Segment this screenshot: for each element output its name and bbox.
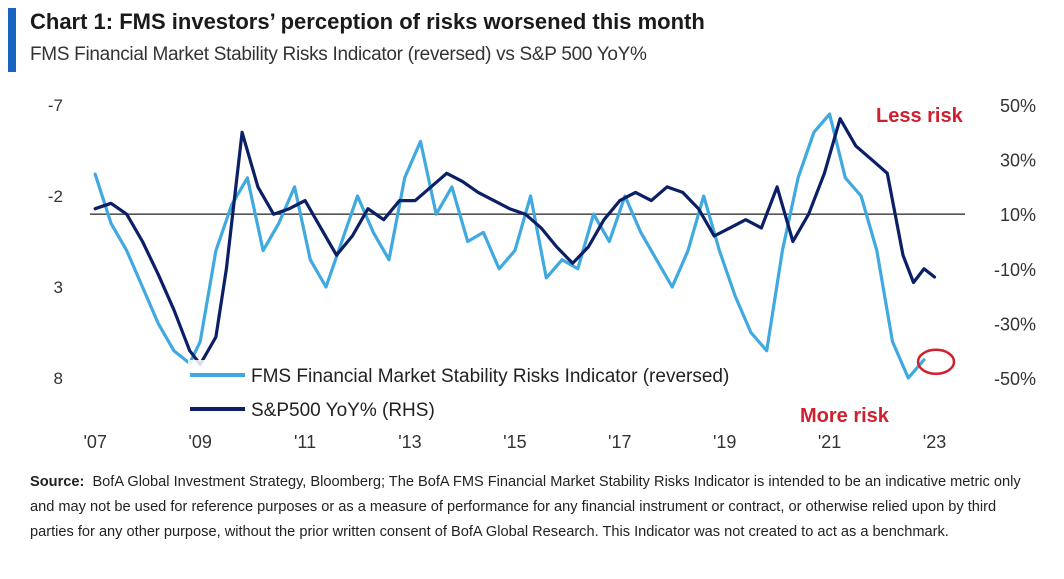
- y-right-tick-label: 30%: [1000, 151, 1036, 171]
- x-tick-label: '21: [818, 432, 841, 452]
- spx-series-line: [93, 117, 937, 366]
- x-tick-label: '09: [188, 432, 211, 452]
- y-left-tick-label: 8: [54, 369, 63, 388]
- fms-series-line: [93, 112, 926, 380]
- y-right-tick-label: -10%: [994, 260, 1036, 280]
- title-accent-bar: [8, 8, 16, 72]
- line-chart: -7 -2 3 8 50% 30% 10% -10% -30% -50% '07 '09 '11 '13 '…: [48, 96, 1036, 452]
- x-tick-label: '15: [503, 432, 526, 452]
- y-left-tick-label: -2: [48, 187, 63, 206]
- y-right-tick-label: -50%: [994, 369, 1036, 389]
- source-label: Source:: [30, 474, 85, 490]
- x-tick-label: '13: [398, 432, 421, 452]
- legend-background: [188, 360, 818, 424]
- source-text: BofA Global Investment Strategy, Bloombe…: [30, 474, 1021, 540]
- y-left-tick-label: -7: [48, 96, 63, 115]
- y-right-tick-label: 50%: [1000, 96, 1036, 116]
- legend-label-spx: S&P500 YoY% (RHS): [251, 400, 435, 421]
- latest-reading-highlight-circle: [916, 348, 956, 376]
- x-tick-label: '19: [713, 432, 736, 452]
- x-tick-label: '23: [923, 432, 946, 452]
- more-risk-annotation: More risk: [800, 405, 890, 427]
- chart-subtitle: FMS Financial Market Stability Risks Ind…: [30, 44, 647, 65]
- source-note: Source: BofA Global Investment Strategy,…: [30, 470, 1030, 545]
- chart-title: Chart 1: FMS investors’ perception of ri…: [30, 9, 705, 34]
- less-risk-annotation: Less risk: [876, 105, 964, 127]
- y-right-tick-label: 10%: [1000, 205, 1036, 225]
- x-tick-label: '11: [294, 432, 316, 452]
- x-tick-label: '17: [608, 432, 631, 452]
- legend-label-fms: FMS Financial Market Stability Risks Ind…: [251, 366, 729, 387]
- y-right-tick-label: -30%: [994, 314, 1036, 334]
- y-left-tick-label: 3: [54, 278, 63, 297]
- x-tick-label: '07: [84, 432, 107, 452]
